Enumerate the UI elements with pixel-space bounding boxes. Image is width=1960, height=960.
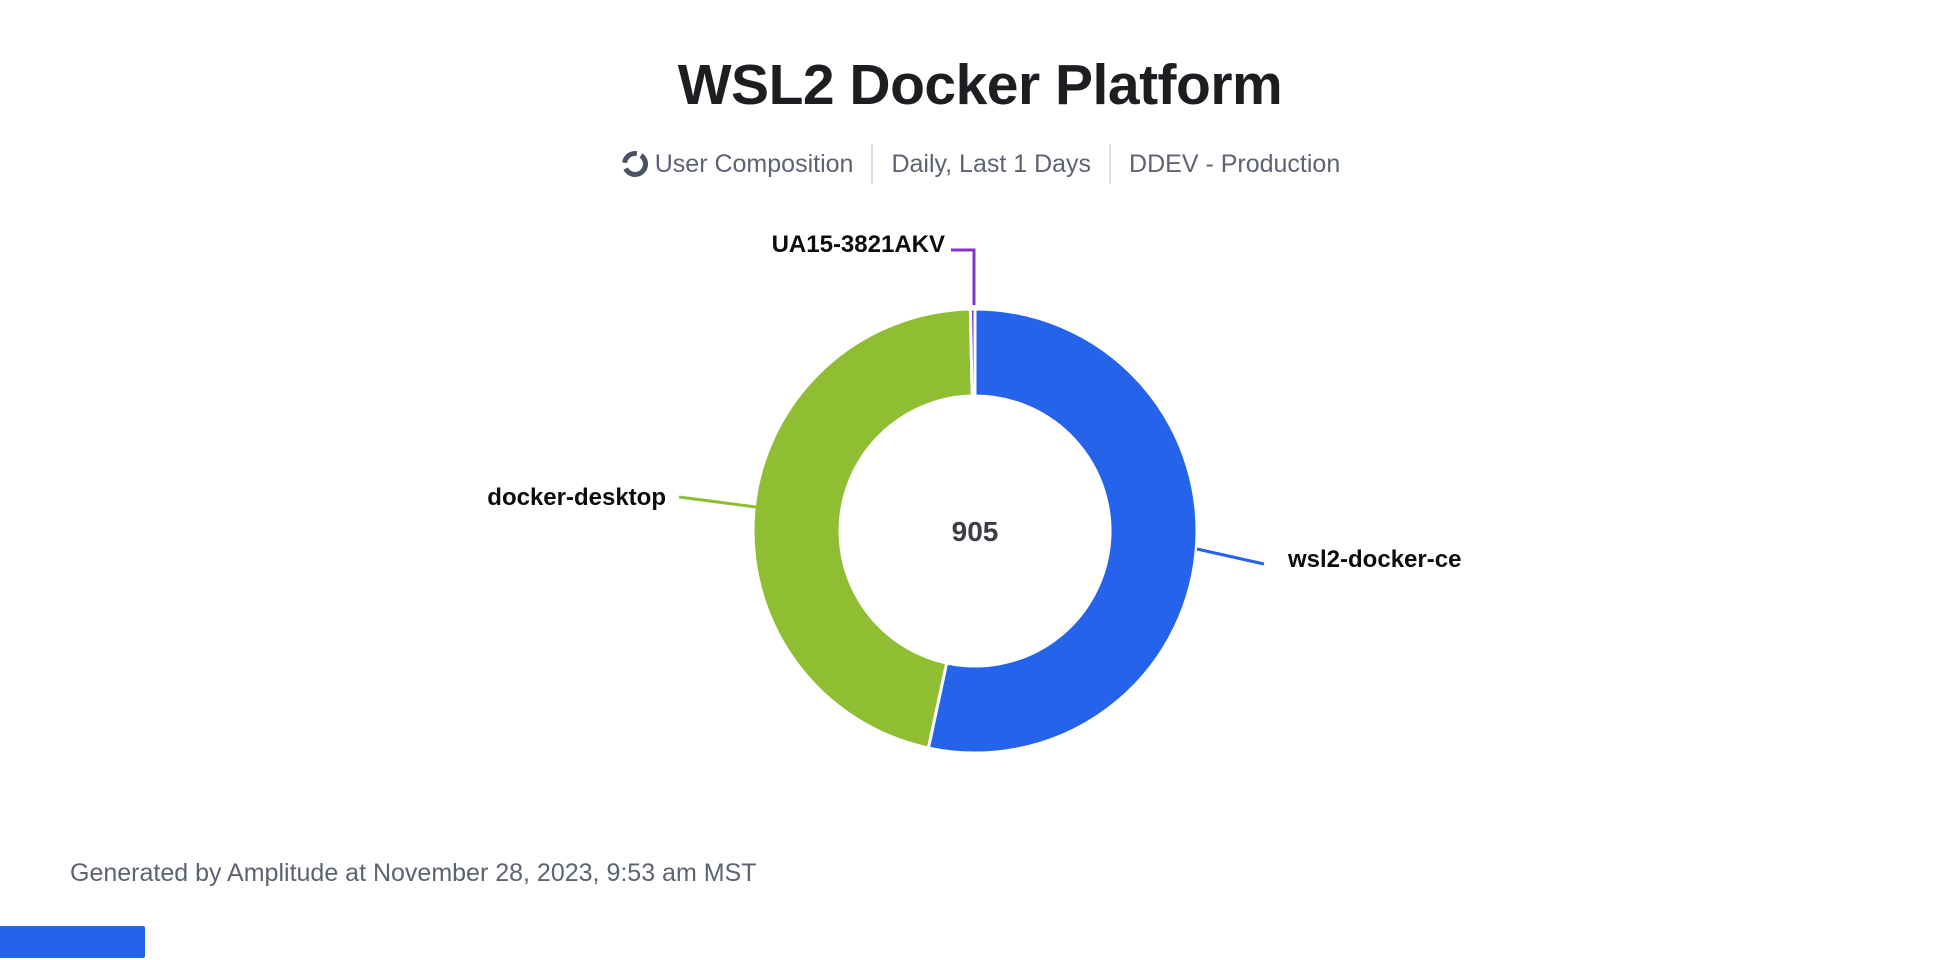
donut-slice-UA15-3821AKV[interactable]	[968, 307, 977, 398]
project-item: DDEV - Production	[1129, 150, 1340, 179]
meta-divider	[1109, 144, 1112, 184]
date-range-item: Daily, Last 1 Days	[891, 150, 1091, 179]
callout-label-ua15: UA15-3821AKV	[771, 231, 945, 258]
page-title: WSL2 Docker Platform	[677, 53, 1283, 117]
donut-center-total: 905	[951, 516, 999, 547]
chart-meta-row: User Composition Daily, Last 1 Days DDEV…	[0, 143, 1960, 185]
date-range-label: Daily, Last 1 Days	[891, 149, 1092, 178]
donut-slice-wsl2-docker-ce[interactable]	[926, 307, 1199, 755]
chart-type-item: User Composition	[620, 149, 854, 179]
callout-label-wsl2-docker-ce: wsl2-docker-ce	[1288, 546, 1462, 573]
project-label: DDEV - Production	[1129, 149, 1341, 178]
callout-label-docker-desktop: docker-desktop	[487, 484, 666, 511]
donut-slice-docker-desktop[interactable]	[751, 307, 974, 750]
meta-divider	[871, 144, 874, 184]
donut-chart-icon	[621, 151, 648, 177]
callout-leader-wsl2-docker-ce	[1196, 547, 1265, 566]
callout-leader-docker-desktop	[678, 495, 757, 509]
callout-leader-ua15	[951, 248, 976, 305]
chart-type-label: User Composition	[654, 149, 854, 178]
amplitude-logo	[0, 926, 145, 958]
generated-by-text: Generated by Amplitude at November 28, 2…	[70, 859, 757, 887]
